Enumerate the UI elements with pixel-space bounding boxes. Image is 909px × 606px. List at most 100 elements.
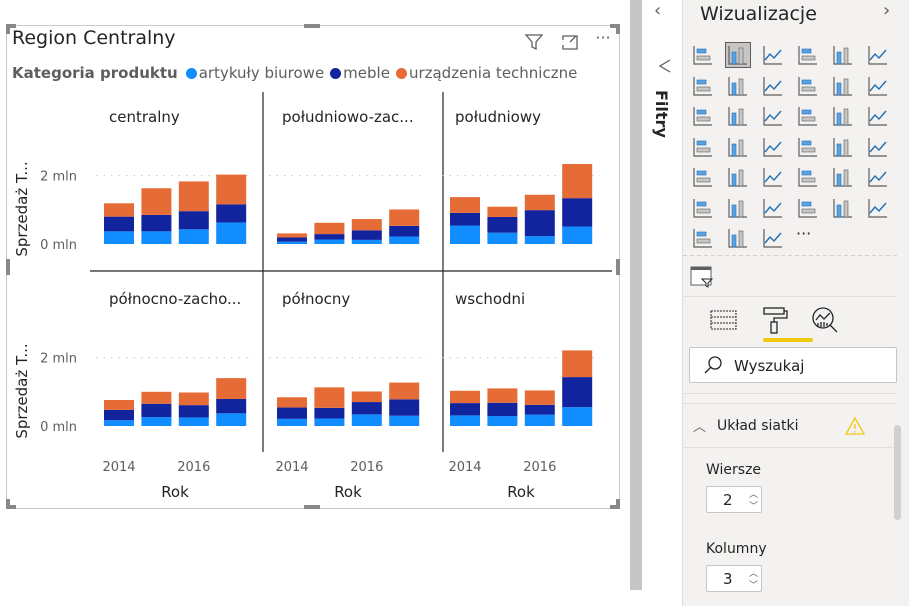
bar-segment	[524, 210, 555, 237]
multi-row-card-icon[interactable]	[691, 165, 715, 189]
resize-handle[interactable]	[304, 505, 320, 509]
stacked-area-icon[interactable]	[761, 74, 785, 98]
resize-handle[interactable]	[304, 24, 320, 28]
key-influencers-icon[interactable]	[726, 196, 750, 220]
legend-item[interactable]: urządzenia techniczne	[395, 64, 577, 82]
canvas-scrollbar[interactable]	[630, 0, 642, 590]
resize-handle[interactable]	[616, 24, 620, 34]
filter-icon[interactable]	[524, 32, 544, 52]
bar-segment	[277, 241, 307, 244]
gauge-icon[interactable]	[831, 135, 855, 159]
legend-item[interactable]: meble	[330, 64, 390, 82]
slicer-field-icon[interactable]	[690, 265, 714, 289]
azure-map-icon[interactable]	[796, 135, 820, 159]
rows-stepper[interactable]: 2 ︿ ﹀	[706, 486, 762, 513]
legend-item[interactable]: artykuły biurowe	[185, 64, 324, 82]
filled-map-icon[interactable]	[726, 135, 750, 159]
active-tab-indicator	[763, 338, 813, 342]
resize-handle[interactable]	[610, 24, 620, 28]
resize-handle[interactable]	[6, 24, 16, 28]
matrix-icon[interactable]	[831, 165, 855, 189]
resize-handle[interactable]	[6, 499, 10, 509]
x-tick-label: 2014	[448, 460, 481, 475]
y-axis-title: Sprzedaż T...	[13, 161, 31, 256]
bar-segment	[389, 382, 420, 400]
bar-segment	[487, 402, 518, 417]
funnel-icon[interactable]	[726, 104, 750, 128]
waterfall-icon[interactable]	[691, 104, 715, 128]
more-options-icon[interactable]: ···	[595, 28, 611, 47]
resize-handle[interactable]	[6, 505, 16, 509]
panel-title: centralny	[109, 108, 180, 126]
panel-title: wschodni	[455, 290, 525, 308]
decomposition-tree-icon[interactable]	[761, 196, 785, 220]
kpi-icon[interactable]	[726, 165, 750, 189]
search-input[interactable]: Wyszukaj	[689, 347, 897, 383]
line-chart-icon[interactable]	[691, 74, 715, 98]
panel-title: południowy	[455, 108, 541, 126]
pane-scrollbar[interactable]	[894, 425, 901, 520]
clustered-bar-icon[interactable]	[761, 43, 785, 67]
increment-icon[interactable]: ︿	[748, 569, 758, 579]
visualizations-pane: Wizualizacje › ··· Wyszukaj ︿ Układ siat…	[683, 0, 909, 606]
section-title: Układ siatki	[717, 418, 799, 434]
stacked-bar-icon[interactable]	[691, 43, 715, 67]
paginated-report-icon[interactable]	[866, 196, 890, 220]
resize-handle[interactable]	[6, 24, 10, 34]
bar-segment	[104, 400, 134, 410]
arcgis-icon[interactable]	[691, 226, 715, 250]
100-column-icon[interactable]	[866, 43, 890, 67]
expand-chevron-icon[interactable]: ›	[883, 0, 891, 21]
ribbon-chart-icon[interactable]	[866, 74, 890, 98]
treemap-icon[interactable]	[866, 104, 890, 128]
decrement-icon[interactable]: ﹀	[748, 581, 758, 591]
bar-segment	[277, 237, 307, 242]
card-icon[interactable]	[866, 135, 890, 159]
scatter-icon[interactable]	[761, 104, 785, 128]
stacked-column-icon[interactable]	[725, 42, 751, 68]
r-visual-icon[interactable]	[866, 165, 890, 189]
slicer-icon[interactable]	[761, 165, 785, 189]
bar-segment	[277, 418, 307, 426]
pie-icon[interactable]	[796, 104, 820, 128]
decrement-icon[interactable]: ﹀	[748, 502, 758, 512]
fields-tab-icon[interactable]	[709, 305, 739, 335]
collapse-section-icon: ︿	[693, 420, 707, 435]
python-visual-icon[interactable]	[691, 196, 715, 220]
collapse-chevron-icon[interactable]: ‹	[654, 0, 662, 21]
increment-icon[interactable]: ︿	[748, 490, 758, 500]
clustered-column-icon[interactable]	[796, 43, 820, 67]
bar-segment	[178, 211, 209, 230]
analytics-tab-icon[interactable]	[810, 305, 840, 335]
bar-segment	[487, 416, 518, 426]
bar-segment	[389, 399, 420, 416]
power-apps-icon[interactable]	[726, 226, 750, 250]
more-visuals-icon[interactable]: ···	[796, 224, 812, 243]
map-icon[interactable]	[691, 135, 715, 159]
resize-handle[interactable]	[610, 505, 620, 509]
line-column-icon[interactable]	[796, 74, 820, 98]
filters-pane[interactable]: ‹ Filtry	[642, 0, 683, 606]
table-icon[interactable]	[796, 165, 820, 189]
focus-mode-icon[interactable]	[560, 32, 580, 52]
qa-icon[interactable]	[796, 196, 820, 220]
x-tick-label: 2014	[275, 460, 308, 475]
resize-handle[interactable]	[616, 259, 620, 275]
legend-dot	[185, 67, 197, 79]
columns-stepper[interactable]: 3 ︿ ﹀	[706, 565, 762, 592]
x-tick-label: 2016	[177, 460, 210, 475]
bar-segment	[562, 350, 593, 378]
bar-segment	[351, 402, 382, 415]
resize-handle[interactable]	[6, 259, 10, 275]
power-automate-icon[interactable]	[761, 226, 785, 250]
grid-layout-section-header[interactable]: ︿ Układ siatki	[683, 404, 897, 448]
format-paint-roller-icon[interactable]	[760, 305, 790, 335]
resize-handle[interactable]	[616, 499, 620, 509]
donut-icon[interactable]	[831, 104, 855, 128]
area-chart-icon[interactable]	[726, 74, 750, 98]
smart-narrative-icon[interactable]	[831, 196, 855, 220]
line-clustered-column-icon[interactable]	[831, 74, 855, 98]
shape-map-icon[interactable]	[761, 135, 785, 159]
bar-segment	[141, 231, 172, 244]
100-bar-icon[interactable]	[831, 43, 855, 67]
